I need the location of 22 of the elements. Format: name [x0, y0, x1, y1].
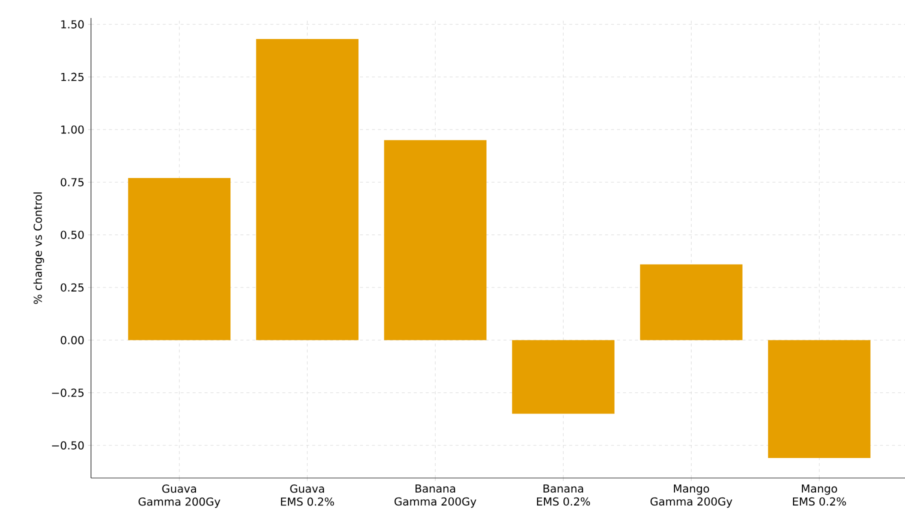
- x-tick-label: Guava Gamma 200Gy: [138, 484, 220, 508]
- bar: [512, 340, 614, 414]
- y-tick-label: −0.25: [52, 388, 84, 397]
- text: 0.75: [60, 178, 84, 186]
- text: 0.25: [60, 283, 84, 292]
- bar: [768, 340, 870, 458]
- text: 1.50: [61, 20, 84, 28]
- y-axis-title: % change vs Control: [33, 192, 44, 304]
- text: 0.50: [60, 230, 84, 239]
- bar: [256, 39, 358, 340]
- x-tick-label: Guava EMS 0.2%: [281, 484, 334, 506]
- x-tick-label: Mango EMS 0.2%: [793, 484, 846, 506]
- y-tick-label: −0.50: [52, 441, 84, 450]
- bar: [384, 140, 486, 340]
- text: 1.00: [61, 125, 84, 134]
- bar: [640, 264, 742, 340]
- text: 1.25: [61, 72, 84, 82]
- x-tick-label: Mango Gamma 200Gy: [650, 484, 732, 508]
- x-tick-label: Banana EMS 0.2%: [537, 484, 590, 506]
- text: 0.00: [60, 336, 84, 344]
- x-tick-label: Banana Gamma 200Gy: [394, 484, 476, 508]
- bar: [128, 178, 231, 340]
